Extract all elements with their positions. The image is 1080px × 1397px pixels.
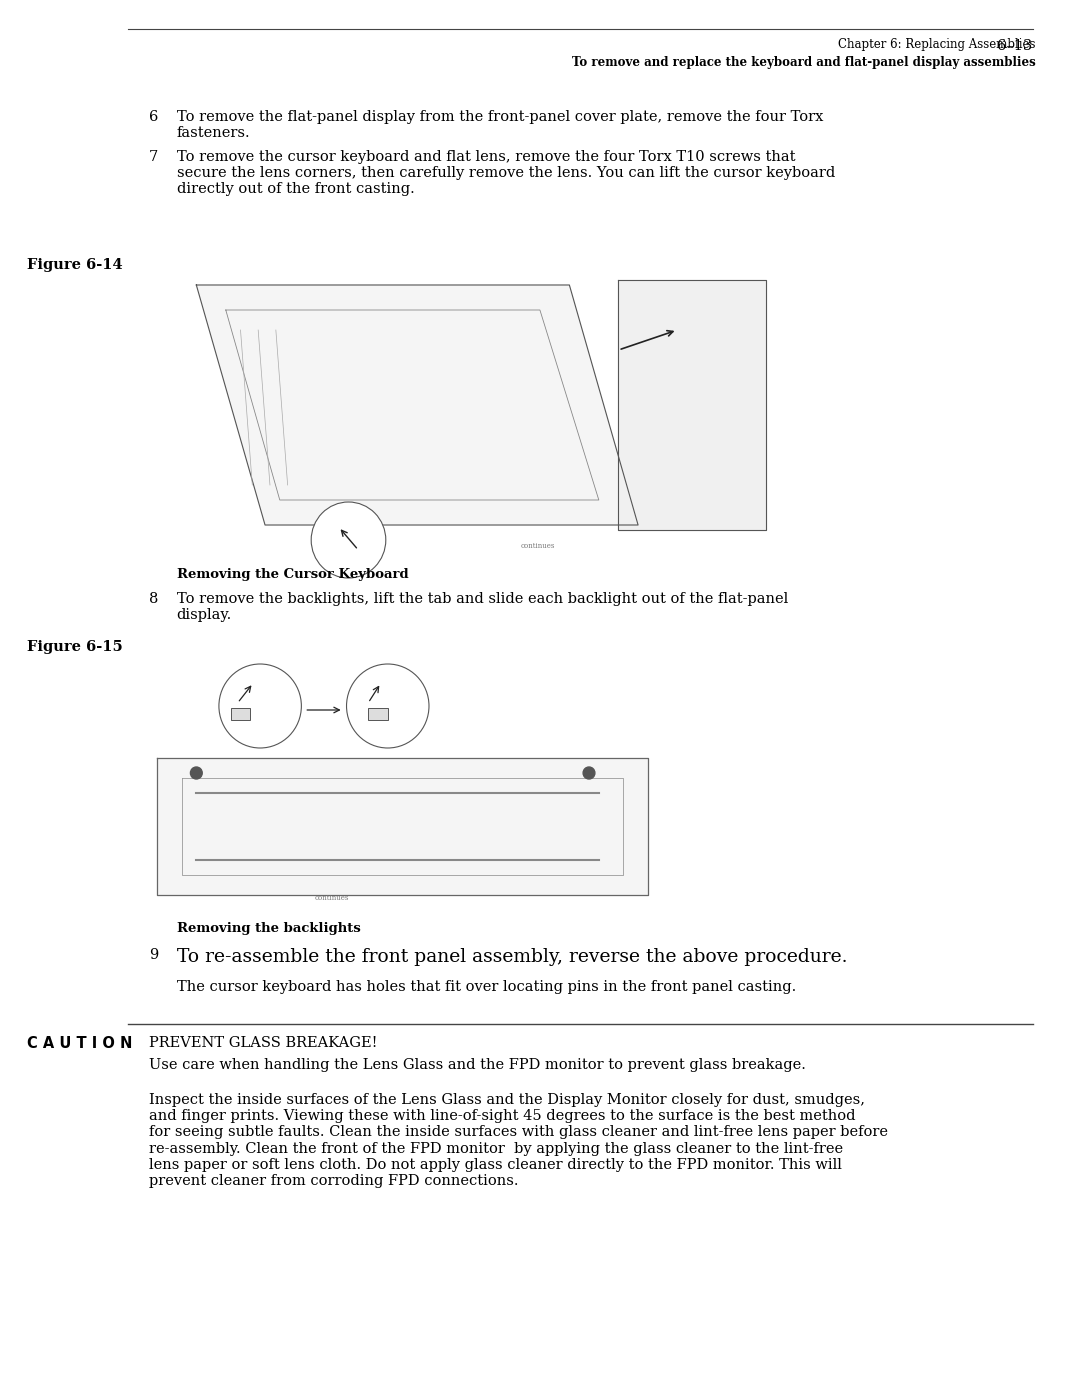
Text: Use care when handling the Lens Glass and the FPD monitor to prevent glass break: Use care when handling the Lens Glass an… [149,1058,806,1071]
Text: To remove the backlights, lift the tab and slide each backlight out of the flat-: To remove the backlights, lift the tab a… [177,592,788,622]
Text: C A U T I O N: C A U T I O N [27,1037,133,1051]
Text: Figure 6-15: Figure 6-15 [27,640,123,654]
Text: To remove the flat-panel display from the front-panel cover plate, remove the fo: To remove the flat-panel display from th… [177,110,823,140]
Text: 6: 6 [149,110,159,124]
Text: 8: 8 [149,592,159,606]
Text: To remove and replace the keyboard and flat-panel display assemblies: To remove and replace the keyboard and f… [572,56,1036,68]
Text: 9: 9 [149,949,159,963]
Text: Inspect the inside surfaces of the Lens Glass and the Display Monitor closely fo: Inspect the inside surfaces of the Lens … [149,1092,888,1187]
Polygon shape [619,279,766,529]
Circle shape [311,502,386,578]
Text: PREVENT GLASS BREAKAGE!: PREVENT GLASS BREAKAGE! [149,1037,378,1051]
Circle shape [347,664,429,747]
Text: Removing the Cursor Keyboard: Removing the Cursor Keyboard [177,569,408,581]
Polygon shape [197,285,638,525]
Text: To re-assemble the front panel assembly, reverse the above procedure.: To re-assemble the front panel assembly,… [177,949,847,965]
Text: continues: continues [314,894,349,902]
Text: To remove the cursor keyboard and flat lens, remove the four Torx T10 screws tha: To remove the cursor keyboard and flat l… [177,149,835,197]
Polygon shape [157,759,648,895]
Text: Figure 6-14: Figure 6-14 [27,258,123,272]
Text: 6–13: 6–13 [998,39,1032,53]
Text: Chapter 6: Replacing Assemblies: Chapter 6: Replacing Assemblies [838,38,1036,52]
Text: continues: continues [521,542,555,550]
FancyBboxPatch shape [368,708,388,719]
Text: Removing the backlights: Removing the backlights [177,922,361,935]
Text: The cursor keyboard has holes that fit over locating pins in the front panel cas: The cursor keyboard has holes that fit o… [177,981,796,995]
FancyBboxPatch shape [231,708,251,719]
Text: 7: 7 [149,149,159,163]
Circle shape [583,767,595,780]
Circle shape [190,767,202,780]
Circle shape [219,664,301,747]
